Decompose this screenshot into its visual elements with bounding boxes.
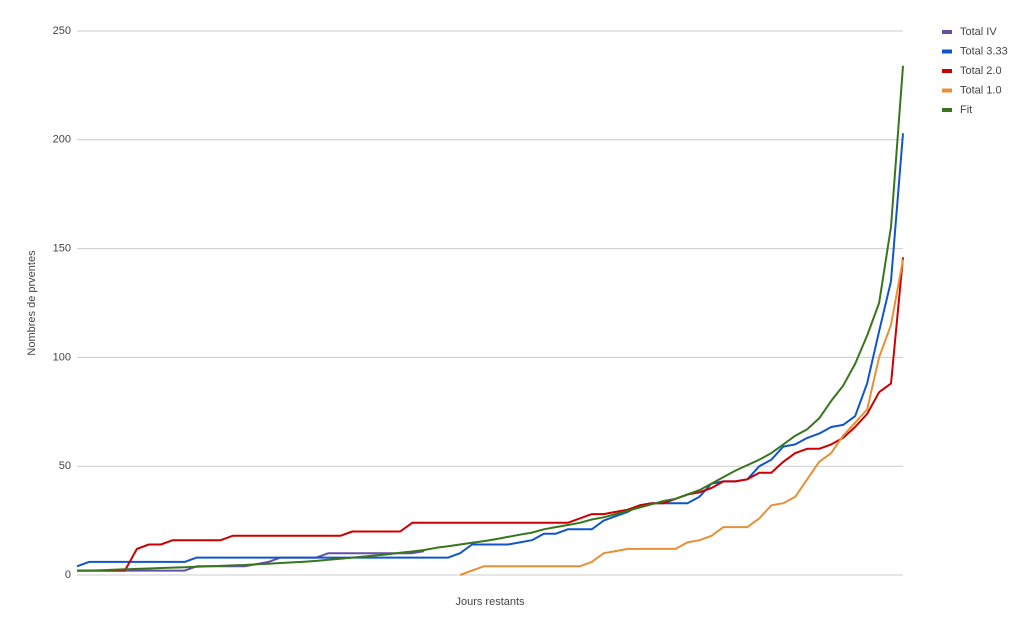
legend-label: Total 3.33 [960, 45, 1008, 57]
legend-label: Total IV [960, 26, 997, 38]
series-line [77, 550, 425, 572]
legend-swatch [942, 69, 952, 73]
y-axis-title: Nombres de prventes [26, 250, 38, 356]
series-line [76, 133, 904, 568]
y-tick-label: 100 [53, 351, 71, 363]
y-tick-label: 50 [59, 460, 71, 472]
series-line [459, 259, 904, 576]
series-line [77, 65, 904, 572]
legend-label: Fit [960, 104, 972, 116]
y-tick-label: 250 [53, 25, 71, 37]
y-tick-label: 150 [53, 243, 71, 255]
series-line [77, 257, 904, 572]
legend-swatch [942, 108, 952, 112]
legend-label: Total 1.0 [960, 84, 1002, 96]
legend-swatch [942, 49, 952, 54]
x-axis-title: Jours restants [455, 596, 525, 608]
y-tick-label: 200 [53, 134, 71, 146]
legend-label: Total 2.0 [960, 65, 1002, 77]
legend-swatch [942, 30, 952, 34]
legend-swatch [942, 88, 952, 93]
y-tick-label: 0 [65, 569, 71, 581]
